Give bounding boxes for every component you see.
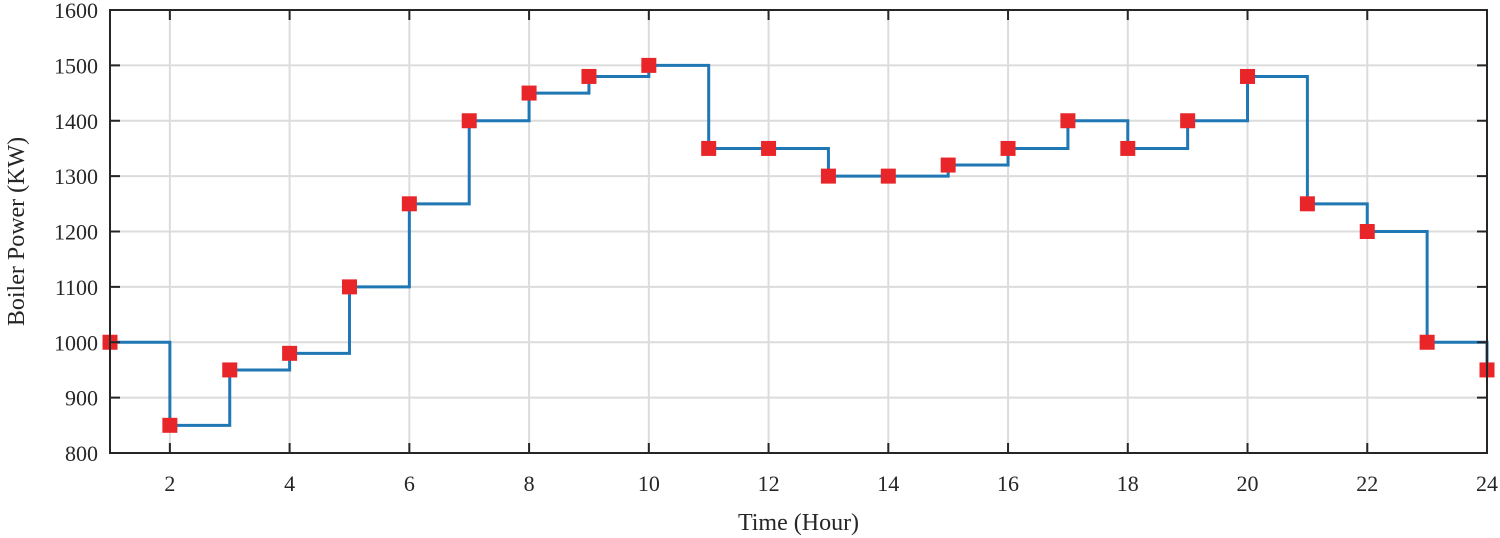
- y-tick-label: 900: [65, 386, 98, 411]
- data-point-marker: [521, 85, 537, 101]
- x-tick-label: 22: [1356, 471, 1378, 496]
- y-tick-label: 1400: [54, 109, 98, 134]
- x-tick-label: 18: [1117, 471, 1139, 496]
- data-point-marker: [1299, 196, 1315, 212]
- x-tick-label: 16: [997, 471, 1019, 496]
- data-point-marker: [1419, 334, 1435, 350]
- x-tick-label: 4: [284, 471, 295, 496]
- data-point-marker: [222, 362, 238, 378]
- y-axis-label: Boiler Power (KW): [4, 137, 30, 326]
- x-tick-label: 10: [638, 471, 660, 496]
- y-tick-label: 1600: [54, 0, 98, 23]
- data-point-marker: [581, 68, 597, 84]
- boiler-power-series: [110, 63, 1489, 427]
- data-point-marker: [701, 140, 717, 156]
- y-tick-label: 1100: [55, 275, 98, 300]
- data-point-marker: [761, 140, 777, 156]
- data-point-marker: [401, 196, 417, 212]
- data-point-marker: [461, 113, 477, 129]
- x-tick-label: 14: [877, 471, 899, 496]
- boiler-power-step-line: [110, 63, 1489, 427]
- y-tick-label: 800: [65, 441, 98, 466]
- data-point-marker: [1060, 113, 1076, 129]
- y-tick-label: 1200: [54, 220, 98, 245]
- y-tick-label: 1500: [54, 53, 98, 78]
- x-tick-label: 24: [1476, 471, 1498, 496]
- y-tick-label: 1300: [54, 164, 98, 189]
- data-point-marker: [940, 157, 956, 173]
- x-axis-label: Time (Hour): [738, 510, 859, 536]
- data-point-marker: [1240, 68, 1256, 84]
- x-tick-label: 8: [524, 471, 535, 496]
- data-point-marker: [282, 345, 298, 361]
- data-point-marker: [880, 168, 896, 184]
- y-axis-ticks: 800 900 1000 1100 1200 1300 1400 1500 1600: [54, 0, 1487, 466]
- data-point-marker: [641, 57, 657, 73]
- grid-lines: [110, 9, 1488, 454]
- x-tick-label: 2: [164, 471, 175, 496]
- data-point-marker: [341, 279, 357, 295]
- data-point-marker: [1359, 224, 1375, 239]
- data-point-marker: [1120, 140, 1136, 156]
- data-point-marker: [1000, 140, 1016, 156]
- x-axis-ticks: 2 4 6 8 10 12 14 16 18 20 22 24: [164, 10, 1498, 496]
- data-point-marker: [1180, 113, 1196, 129]
- x-tick-label: 12: [758, 471, 780, 496]
- x-tick-label: 6: [404, 471, 415, 496]
- data-point-marker: [820, 168, 836, 184]
- data-point-marker: [162, 417, 178, 433]
- data-markers: [102, 57, 1495, 433]
- x-tick-label: 20: [1237, 471, 1259, 496]
- y-tick-label: 1000: [54, 330, 98, 355]
